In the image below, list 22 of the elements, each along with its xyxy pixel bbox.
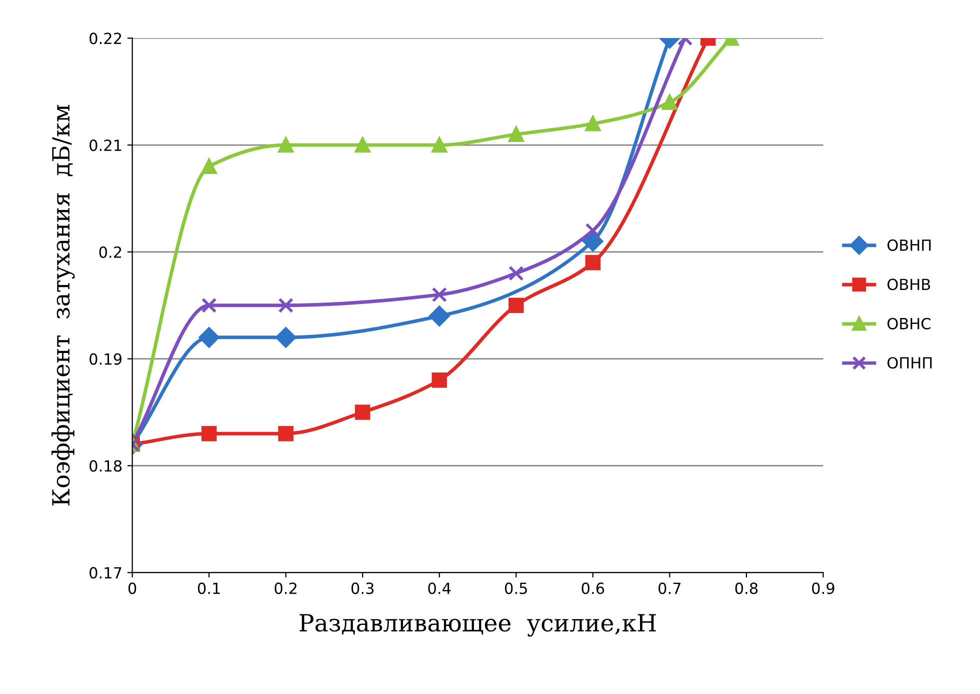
y-tick-label: 0.21 [90, 140, 122, 152]
x-tick-label: 0.6 [582, 582, 604, 594]
y-tick-label: 0.17 [90, 567, 122, 579]
x-tick-label: 0.3 [351, 582, 374, 594]
x-tick-label: 0.2 [274, 582, 296, 594]
legend-label: ОПНП [887, 357, 932, 369]
y-tick-label: 0.19 [90, 353, 122, 365]
x-tick-label: 0.7 [658, 582, 681, 594]
x-tick-label: 0.1 [198, 582, 220, 594]
legend-label: ОВНВ [887, 278, 930, 290]
y-axis-title: Коэффициент затухания дБ/км [51, 104, 75, 506]
x-tick-label: 0.8 [735, 582, 758, 594]
y-tick-label: 0.18 [90, 460, 122, 472]
legend-label: ОВНП [887, 239, 931, 251]
y-tick-label: 0.22 [90, 32, 122, 44]
x-tick-label: 0.5 [504, 582, 527, 594]
legend-label: ОВНС [887, 318, 930, 330]
x-tick-label: 0 [128, 582, 136, 594]
x-tick-label: 0.4 [428, 582, 451, 594]
y-tick-label: 0.2 [99, 246, 122, 258]
x-axis-title: Раздавливающее усилие,кН [300, 614, 656, 637]
x-tick-label: 0.9 [812, 582, 834, 594]
